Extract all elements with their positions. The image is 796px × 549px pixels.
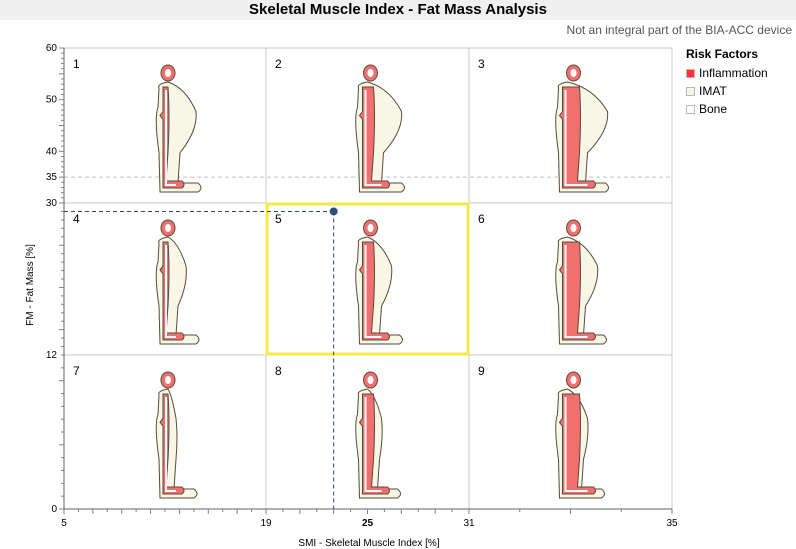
x-tick-label: 5 <box>61 518 67 529</box>
figure-muscle-layer <box>558 86 596 189</box>
figure-muscle-layer <box>358 86 390 189</box>
x-tick-label: 31 <box>463 518 475 529</box>
figure-bone-core <box>364 245 382 338</box>
y-tick-label: 0 <box>51 504 57 515</box>
data-point[interactable] <box>329 207 338 216</box>
x-tick-label: 35 <box>666 518 678 529</box>
legend-swatch-imat <box>686 86 695 96</box>
body-figure-2 <box>355 64 405 193</box>
cell-number-8: 8 <box>275 364 282 378</box>
body-figure-4 <box>155 219 200 345</box>
legend-item-inflammation[interactable]: Inflammation <box>686 66 768 80</box>
legend-title: Risk Factors <box>686 47 759 61</box>
highlighted-cell <box>265 202 470 356</box>
figure-bone-core <box>165 397 176 492</box>
body-figure-6 <box>555 219 607 345</box>
figure-head-inner <box>570 376 577 384</box>
figure-muscle-layer <box>558 241 596 341</box>
y-axis-label: FM - Fat Mass [%] <box>25 244 36 326</box>
cell-number-3: 3 <box>478 57 485 71</box>
legend-label-bone: Bone <box>699 102 728 116</box>
y-tick-label: 40 <box>46 146 58 157</box>
body-figure-5 <box>355 219 403 345</box>
figure-muscle-layer <box>358 241 390 341</box>
legend-item-bone[interactable]: Bone <box>686 102 768 116</box>
legend-item-imat[interactable]: IMAT <box>686 84 768 98</box>
figure-bone-core <box>165 90 176 186</box>
x-axis-label: SMI - Skeletal Muscle Index [%] <box>298 538 439 549</box>
y-tick-label: 30 <box>46 198 58 209</box>
body-figure-7 <box>155 371 198 499</box>
body-figure-9 <box>555 371 605 499</box>
figure-head-inner <box>367 376 374 384</box>
y-tick-label: 50 <box>46 95 58 106</box>
figure-head-inner <box>165 376 171 384</box>
cell-number-2: 2 <box>275 57 282 71</box>
legend-label-imat: IMAT <box>699 84 727 98</box>
legend-label-inflammation: Inflammation <box>699 66 768 80</box>
body-figure-3 <box>555 64 609 193</box>
figure-head-inner <box>367 224 374 232</box>
figure-head-inner <box>570 224 577 232</box>
figure-muscle-layer <box>358 393 390 495</box>
body-figure-8 <box>355 371 401 499</box>
legend: Risk Factors Inflammation IMAT Bone <box>686 47 768 120</box>
body-figure-1 <box>155 64 202 193</box>
x-tick-label: 19 <box>260 518 272 529</box>
x-tick-label: 25 <box>362 518 374 529</box>
figure-head-inner <box>367 69 374 77</box>
figure-bone-core <box>165 245 176 338</box>
figure-head-inner <box>570 69 577 77</box>
chart-title: Skeletal Muscle Index - Fat Mass Analysi… <box>0 0 796 20</box>
figure-head-inner <box>165 224 171 232</box>
figure-head-inner <box>165 69 171 77</box>
disclaimer-text: Not an integral part of the BIA-ACC devi… <box>566 23 792 37</box>
cell-number-1: 1 <box>73 57 80 71</box>
legend-swatch-bone <box>686 104 695 114</box>
cell-number-4: 4 <box>73 212 80 226</box>
cell-number-7: 7 <box>73 364 80 378</box>
y-tick-label: 60 <box>46 43 58 54</box>
figure-muscle-layer <box>558 393 596 495</box>
figure-bone-core <box>364 90 382 186</box>
y-tick-label: 35 <box>46 172 58 183</box>
cell-number-9: 9 <box>478 364 485 378</box>
y-tick-label: 12 <box>46 350 58 361</box>
figure-bone-core <box>364 397 382 492</box>
cell-number-5: 5 <box>275 212 282 226</box>
cell-number-6: 6 <box>478 212 485 226</box>
legend-swatch-inflammation <box>686 68 695 78</box>
